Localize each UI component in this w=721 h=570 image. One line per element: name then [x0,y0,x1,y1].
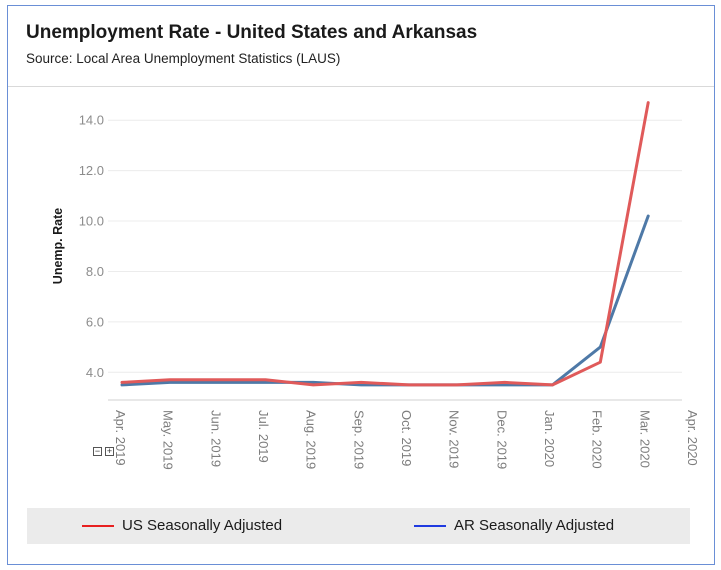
x-tick-label: Mar. 2020 [637,410,652,468]
y-axis-label: Unemp. Rate [51,208,65,284]
y-tick-label: 12.0 [79,163,104,178]
legend-label-us: US Seasonally Adjusted [122,517,283,534]
x-tick-label: Apr. 2019 [113,410,128,466]
x-tick-label: Feb. 2020 [590,410,605,469]
collapse-icon[interactable]: − [93,446,102,456]
x-tick-label: Jun. 2019 [208,410,223,467]
header-divider [8,86,714,87]
legend-swatch-us [82,525,114,527]
expand-icon[interactable]: + [105,446,114,456]
y-tick-label: 8.0 [86,264,104,279]
x-tick-label: Jan. 2020 [542,410,557,467]
y-tick-label: 14.0 [79,113,104,128]
series-line-ar[interactable] [120,214,650,387]
x-tick-label: Sep. 2019 [351,410,366,469]
chart-subtitle: Source: Local Area Unemployment Statisti… [26,51,341,66]
x-tick-label: Dec. 2019 [494,410,509,469]
legend-swatch-ar [414,525,446,527]
y-tick-label: 4.0 [86,365,104,380]
x-tick-label: Oct. 2019 [399,410,414,466]
legend-label-ar: AR Seasonally Adjusted [454,517,615,534]
x-tick-label: Nov. 2019 [447,410,462,468]
chart-frame [7,5,715,565]
y-tick-label: 10.0 [79,214,104,229]
series-line-us[interactable] [120,101,650,387]
x-tick-label: Aug. 2019 [304,410,319,469]
y-tick-label: 6.0 [86,314,104,329]
x-tick-label: Apr. 2020 [685,410,700,466]
x-tick-label: Jul. 2019 [256,410,271,463]
chart-legend: US Seasonally Adjusted AR Seasonally Adj… [27,508,690,544]
chart-title: Unemployment Rate - United States and Ar… [26,22,478,43]
x-tick-label: May. 2019 [161,410,176,470]
line-chart: 4.0 6.0 8.0 10.0 12.0 14.0 Apr. 2019 May. 2019 J… [51,101,700,470]
